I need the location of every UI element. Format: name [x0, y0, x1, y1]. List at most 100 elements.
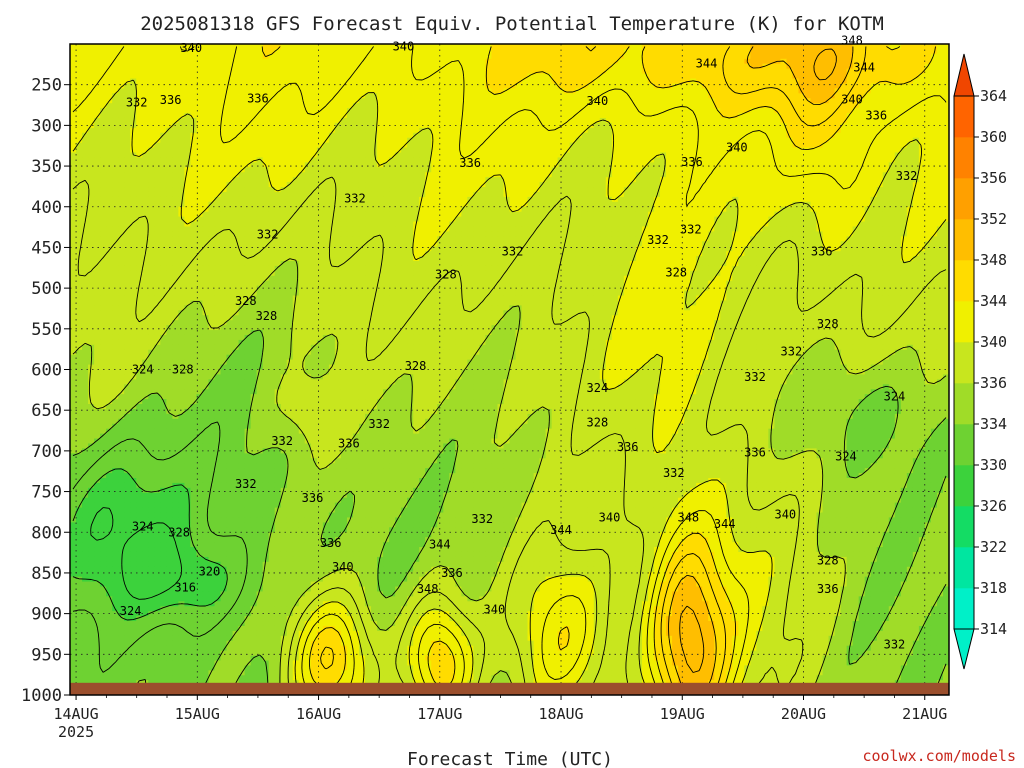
- field-cell: [124, 44, 131, 50]
- field-cell: [756, 201, 763, 208]
- field-cell: [509, 127, 517, 134]
- field-cell: [774, 157, 782, 163]
- field-cell: [780, 103, 788, 109]
- field-cell: [160, 162, 167, 168]
- field-cell: [720, 182, 727, 188]
- field-cell: [413, 127, 420, 134]
- field-cell: [629, 122, 637, 129]
- field-cell: [244, 206, 252, 213]
- field-cell: [918, 182, 926, 188]
- field-cell: [184, 93, 192, 99]
- field-cell: [696, 137, 703, 144]
- field-cell: [515, 167, 523, 173]
- field-cell: [581, 73, 589, 80]
- field-cell: [714, 113, 721, 119]
- field-cell: [756, 191, 763, 198]
- field-cell: [840, 103, 848, 109]
- field-cell: [190, 48, 198, 55]
- field-cell: [112, 73, 119, 80]
- field-cell: [780, 167, 788, 173]
- field-cell: [214, 58, 222, 65]
- field-cell: [912, 108, 920, 114]
- field-cell: [527, 177, 535, 183]
- field-cell: [497, 73, 505, 80]
- field-cell: [593, 113, 601, 119]
- field-cell: [756, 93, 763, 99]
- field-cell: [262, 191, 270, 198]
- field-cell: [599, 68, 607, 75]
- field-cell: [250, 122, 258, 129]
- field-cell: [587, 182, 595, 188]
- field-cell: [846, 191, 854, 198]
- field-cell: [395, 157, 402, 163]
- field-cell: [160, 44, 167, 50]
- field-cell: [882, 206, 890, 213]
- field-cell: [798, 162, 806, 168]
- field-cell: [569, 167, 577, 173]
- field-cell: [786, 132, 794, 139]
- field-cell: [690, 117, 697, 124]
- field-cell: [497, 127, 505, 134]
- field-cell: [780, 132, 788, 139]
- field-cell: [160, 63, 167, 70]
- field-cell: [178, 137, 185, 144]
- field-cell: [322, 48, 330, 55]
- field-cell: [774, 201, 782, 208]
- field-cell: [635, 48, 643, 55]
- field-cell: [286, 137, 294, 144]
- field-cell: [864, 58, 872, 65]
- field-cell: [184, 211, 192, 218]
- field-cell: [304, 137, 312, 144]
- field-cell: [666, 206, 673, 213]
- field-cell: [774, 182, 782, 188]
- field-cell: [942, 83, 949, 89]
- field-cell: [936, 53, 944, 60]
- field-cell: [876, 73, 884, 80]
- field-cell: [738, 157, 745, 163]
- field-cell: [810, 206, 818, 213]
- field-cell: [635, 53, 643, 60]
- field-cell: [605, 58, 613, 65]
- field-cell: [226, 88, 234, 94]
- field-cell: [744, 196, 751, 203]
- field-cell: [274, 113, 282, 119]
- field-cell: [250, 108, 258, 114]
- field-cell: [696, 108, 703, 114]
- field-cell: [190, 196, 198, 203]
- field-cell: [304, 147, 312, 154]
- field-cell: [515, 117, 523, 124]
- field-cell: [834, 44, 842, 50]
- field-cell: [666, 182, 673, 188]
- field-cell: [653, 196, 661, 203]
- field-cell: [786, 122, 794, 129]
- field-cell: [924, 73, 932, 80]
- field-cell: [653, 206, 661, 213]
- field-cell: [864, 172, 872, 178]
- field-cell: [617, 157, 625, 163]
- field-cell: [160, 182, 167, 188]
- field-cell: [304, 122, 312, 129]
- field-cell: [298, 53, 306, 60]
- field-cell: [286, 103, 294, 109]
- field-cell: [720, 53, 727, 60]
- field-cell: [672, 108, 679, 114]
- field-cell: [196, 142, 204, 149]
- field-cell: [876, 63, 884, 70]
- field-cell: [124, 201, 131, 208]
- field-cell: [190, 73, 198, 80]
- field-cell: [94, 191, 101, 198]
- field-cell: [310, 78, 318, 85]
- field-cell: [70, 68, 77, 75]
- field-cell: [629, 48, 637, 55]
- field-cell: [136, 122, 143, 129]
- field-cell: [912, 103, 920, 109]
- field-cell: [256, 122, 264, 129]
- field-cell: [563, 108, 571, 114]
- field-cell: [340, 68, 348, 75]
- field-cell: [708, 196, 715, 203]
- field-cell: [371, 108, 378, 114]
- field-cell: [894, 113, 902, 119]
- field-cell: [154, 113, 161, 119]
- field-cell: [232, 44, 240, 50]
- field-cell: [876, 152, 884, 159]
